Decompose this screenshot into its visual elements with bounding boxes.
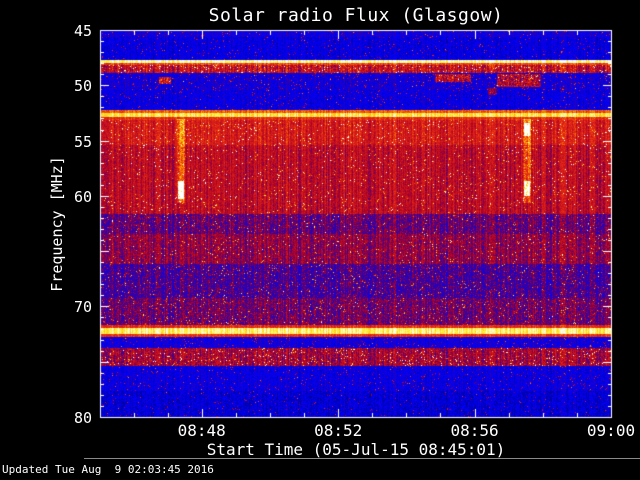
x-axis-label: Start Time (05-Jul-15 08:45:01): [206, 440, 506, 459]
y-tick-label: 70: [73, 297, 92, 316]
chart-title: Solar radio Flux (Glasgow): [208, 5, 504, 26]
footer-divider: [84, 458, 640, 459]
y-tick-label: 55: [73, 132, 92, 151]
x-tick-label: 08:56: [450, 421, 499, 440]
updated-timestamp: Updated Tue Aug 9 02:03:45 2016: [2, 463, 214, 476]
y-tick-label: 80: [73, 408, 92, 427]
y-axis-label: Frequency [MHz]: [48, 156, 66, 292]
x-tick-label: 08:48: [177, 421, 226, 440]
x-tick-label: 09:00: [586, 421, 636, 440]
y-tick-label: 60: [73, 187, 92, 206]
y-tick-label: 50: [73, 76, 92, 95]
y-tick-label: 45: [73, 21, 92, 40]
x-tick-label: 08:52: [314, 421, 363, 440]
